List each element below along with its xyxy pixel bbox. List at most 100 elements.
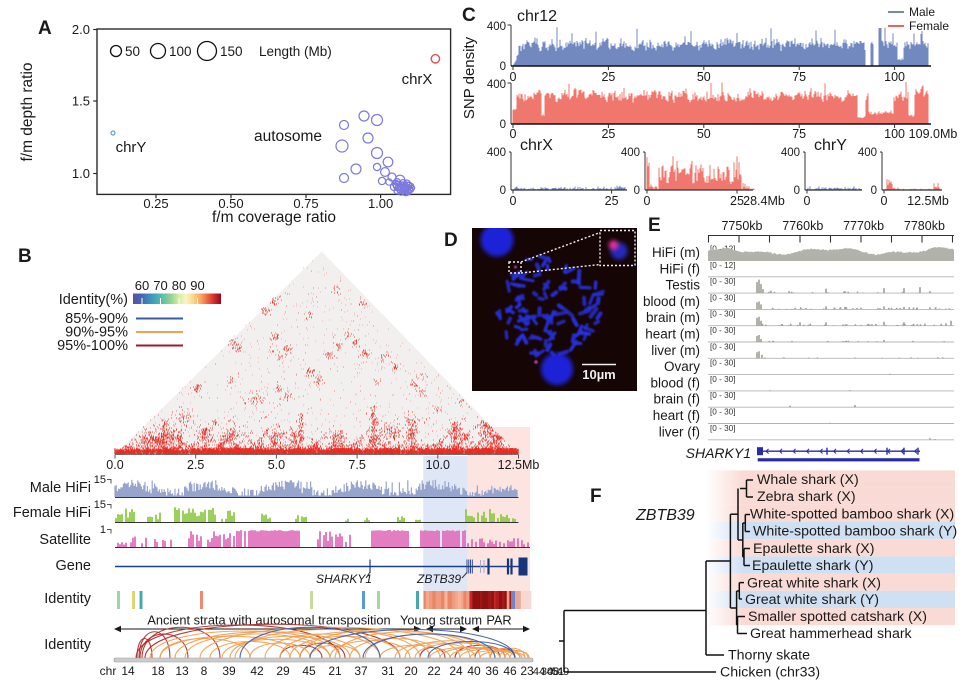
svg-text:A: A: [38, 18, 52, 39]
svg-text:liver (f): liver (f): [659, 424, 700, 439]
svg-text:[0 - 12]: [0 - 12]: [710, 261, 736, 270]
svg-text:0.25: 0.25: [143, 196, 168, 211]
svg-text:10.0: 10.0: [426, 458, 450, 472]
svg-text:37: 37: [354, 664, 368, 678]
svg-text:23: 23: [520, 664, 534, 678]
svg-text:0: 0: [794, 185, 800, 197]
svg-text:Female: Female: [909, 19, 949, 33]
svg-text:400: 400: [621, 147, 640, 159]
svg-text:25: 25: [605, 194, 619, 208]
svg-text:[0 - 30]: [0 - 30]: [710, 408, 736, 417]
svg-text:7780kb: 7780kb: [904, 219, 945, 233]
svg-text:0: 0: [510, 127, 517, 141]
svg-text:chrX: chrX: [402, 71, 433, 88]
svg-text:90%-95%: 90%-95%: [65, 325, 128, 341]
svg-text:SHARKY1: SHARKY1: [686, 445, 751, 461]
svg-text:15: 15: [94, 474, 106, 486]
svg-text:400: 400: [487, 147, 506, 159]
svg-text:44: 44: [533, 666, 546, 678]
svg-text:blood (m): blood (m): [643, 294, 700, 309]
svg-text:2.5: 2.5: [187, 458, 204, 472]
svg-text:SHARKY1: SHARKY1: [316, 572, 372, 586]
svg-text:Identity(%): Identity(%): [59, 292, 128, 308]
svg-text:1.5: 1.5: [72, 94, 90, 109]
svg-text:Length (Mb): Length (Mb): [259, 44, 332, 59]
svg-text:White-spotted bamboo shark (Y): White-spotted bamboo shark (Y): [753, 524, 957, 540]
svg-text:5.0: 5.0: [268, 458, 285, 472]
svg-text:49: 49: [557, 666, 570, 678]
svg-text:Ovary: Ovary: [664, 359, 700, 374]
svg-text:chrY: chrY: [116, 139, 147, 156]
svg-text:Smaller spotted catshark (X): Smaller spotted catshark (X): [748, 609, 927, 625]
svg-text:[0 - 30]: [0 - 30]: [710, 359, 736, 368]
svg-text:0: 0: [644, 194, 651, 208]
svg-text:95%-100%: 95%-100%: [57, 338, 128, 354]
svg-text:18: 18: [151, 664, 165, 678]
svg-text:0: 0: [500, 61, 506, 73]
svg-text:75: 75: [792, 127, 806, 141]
svg-text:80: 80: [172, 278, 186, 293]
svg-text:25: 25: [601, 127, 615, 141]
svg-text:ZBTB39: ZBTB39: [635, 507, 695, 524]
svg-text:2.0: 2.0: [72, 22, 90, 37]
svg-text:[0 - 30]: [0 - 30]: [710, 391, 736, 400]
svg-text:HiFi (f): HiFi (f): [660, 261, 701, 276]
svg-text:13: 13: [175, 664, 189, 678]
svg-text:85%-90%: 85%-90%: [65, 311, 128, 327]
svg-text:D: D: [444, 230, 458, 251]
svg-text:chrY: chrY: [814, 137, 847, 154]
svg-text:[0 - 30]: [0 - 30]: [710, 375, 736, 384]
svg-text:1.0: 1.0: [72, 166, 90, 181]
svg-text:50: 50: [125, 44, 140, 59]
svg-text:22: 22: [427, 664, 441, 678]
svg-text:21: 21: [328, 664, 342, 678]
svg-text:Chicken (chr33): Chicken (chr33): [720, 665, 820, 681]
svg-text:48: 48: [547, 666, 560, 678]
svg-text:25: 25: [730, 194, 744, 208]
svg-text:400: 400: [858, 147, 877, 159]
svg-text:Male HiFi: Male HiFi: [30, 480, 91, 496]
svg-text:Thorny skate: Thorny skate: [728, 648, 810, 664]
svg-text:36: 36: [485, 664, 499, 678]
svg-text:0.50: 0.50: [218, 196, 243, 211]
svg-text:50: 50: [697, 70, 711, 84]
svg-text:8: 8: [201, 664, 208, 678]
svg-text:45: 45: [302, 664, 316, 678]
svg-text:f/m depth ratio: f/m depth ratio: [19, 62, 36, 161]
svg-text:liver (m): liver (m): [651, 343, 700, 358]
svg-text:chr12: chr12: [517, 8, 557, 25]
svg-text:SNP density: SNP density: [461, 36, 478, 119]
svg-text:75: 75: [792, 70, 806, 84]
svg-text:PAR: PAR: [486, 613, 511, 628]
svg-text:Ancient strata with autosomal: Ancient strata with autosomal transposit…: [147, 613, 390, 628]
svg-text:0: 0: [881, 194, 888, 208]
svg-text:[0 - 30]: [0 - 30]: [710, 277, 736, 286]
svg-text:HiFi (m): HiFi (m): [652, 245, 700, 260]
svg-text:400: 400: [487, 21, 506, 33]
svg-text:chr: chr: [100, 664, 117, 678]
svg-text:brain (f): brain (f): [653, 392, 700, 407]
svg-text:[0 - 30]: [0 - 30]: [710, 310, 736, 319]
svg-text:C: C: [462, 5, 476, 26]
svg-text:28.4Mb: 28.4Mb: [743, 194, 785, 208]
svg-text:25: 25: [601, 70, 615, 84]
svg-text:10µm: 10µm: [582, 367, 616, 382]
svg-text:Whale shark (X): Whale shark (X): [757, 472, 859, 488]
svg-text:B: B: [18, 246, 32, 267]
svg-text:ZBTB39: ZBTB39: [416, 572, 461, 586]
svg-text:0: 0: [500, 119, 506, 131]
svg-text:7.5: 7.5: [348, 458, 365, 472]
svg-text:Female HiFi: Female HiFi: [13, 505, 91, 521]
svg-text:42: 42: [250, 664, 264, 678]
svg-text:400: 400: [487, 79, 506, 91]
svg-text:Zebra shark (X): Zebra shark (X): [757, 489, 856, 505]
svg-text:1.00: 1.00: [368, 196, 393, 211]
svg-text:60: 60: [135, 278, 149, 293]
svg-text:90: 90: [190, 278, 204, 293]
svg-text:20: 20: [404, 664, 418, 678]
svg-text:100: 100: [169, 44, 192, 59]
svg-text:Great white shark (X): Great white shark (X): [747, 576, 881, 592]
svg-text:50: 50: [697, 127, 711, 141]
svg-text:Identity: Identity: [44, 591, 91, 607]
svg-text:51: 51: [552, 666, 565, 678]
